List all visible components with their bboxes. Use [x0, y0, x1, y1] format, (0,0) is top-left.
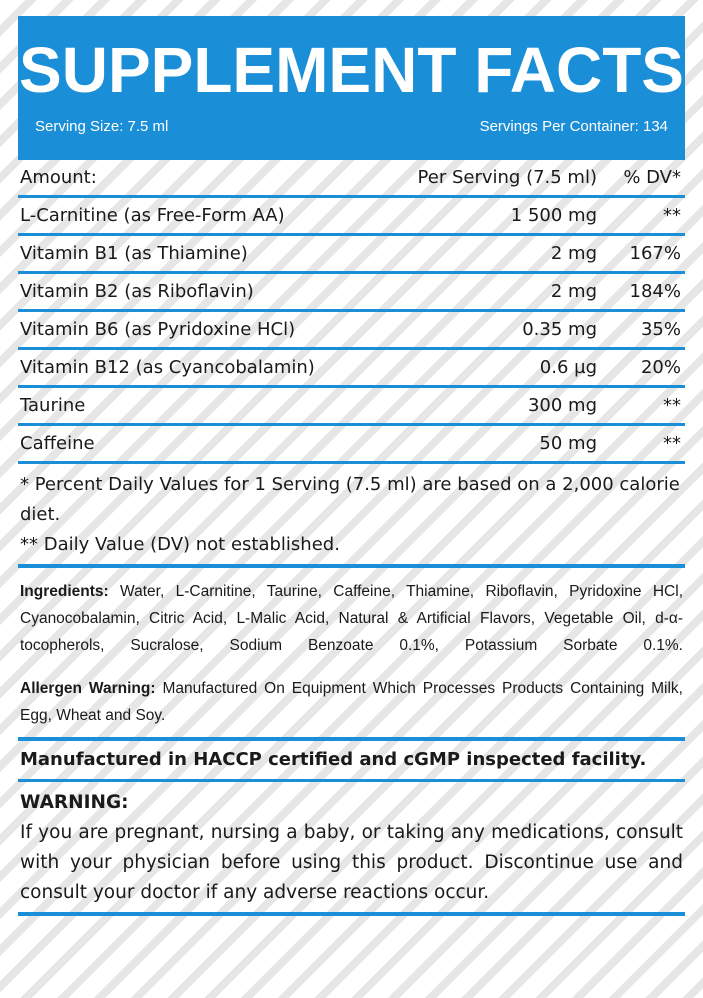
nutrient-name: Caffeine: [20, 433, 95, 454]
allergen-section: Allergen Warning: Manufactured On Equipm…: [18, 659, 685, 737]
allergen-text: Manufactured On Equipment Which Processe…: [20, 680, 683, 724]
section-rule: [18, 737, 685, 741]
servings-per-container: Servings Per Container: 134: [479, 118, 668, 135]
ingredients-label: Ingredients:: [20, 583, 109, 600]
ingredients-text: Water, L-Carnitine, Taurine, Caffeine, T…: [20, 583, 683, 654]
nutrient-amount: 0.35 mg: [522, 319, 597, 340]
table-row: Caffeine 50 mg **: [18, 426, 685, 464]
section-rule: [18, 564, 685, 568]
supplement-facts-panel: SUPPLEMENT FACTS Serving Size: 7.5 ml Se…: [18, 16, 685, 998]
facts-header: SUPPLEMENT FACTS Serving Size: 7.5 ml Se…: [18, 16, 685, 156]
nutrient-amount: 300 mg: [527, 395, 597, 416]
footnotes: * Percent Daily Values for 1 Serving (7.…: [18, 464, 685, 564]
nutrient-name: L-Carnitine (as Free-Form AA): [20, 205, 285, 226]
percent-dv-note: * Percent Daily Values for 1 Serving (7.…: [20, 474, 680, 525]
nutrient-dv: **: [663, 205, 681, 226]
nutrient-dv: **: [663, 395, 681, 416]
nutrient-dv: 20%: [640, 357, 681, 378]
nutrient-dv: 167%: [629, 243, 681, 264]
bottom-rule: [18, 912, 685, 916]
nutrient-name: Vitamin B1 (as Thiamine): [20, 243, 248, 264]
per-serving-heading: Per Serving (7.5 ml): [417, 167, 597, 188]
nutrient-amount: 2 mg: [550, 243, 597, 264]
table-row: L-Carnitine (as Free-Form AA) 1 500 mg *…: [18, 198, 685, 236]
allergen-label: Allergen Warning:: [20, 680, 156, 697]
header-rule: [18, 156, 685, 160]
nutrient-amount: 1 500 mg: [510, 205, 597, 226]
ingredients-section: Ingredients: Water, L-Carnitine, Taurine…: [18, 568, 685, 659]
warning-title: WARNING:: [20, 792, 129, 813]
warning-text: If you are pregnant, nursing a baby, or …: [20, 822, 683, 903]
table-row: Vitamin B1 (as Thiamine) 2 mg 167%: [18, 236, 685, 274]
nutrient-amount: 50 mg: [539, 433, 597, 454]
nutrient-amount: 2 mg: [550, 281, 597, 302]
facts-title: SUPPLEMENT FACTS: [19, 34, 684, 106]
nutrient-name: Vitamin B6 (as Pyridoxine HCl): [20, 319, 296, 340]
amount-heading: Amount:: [20, 167, 97, 188]
warning-section: WARNING: If you are pregnant, nursing a …: [18, 782, 685, 912]
nutrient-name: Vitamin B2 (as Riboflavin): [20, 281, 254, 302]
serving-size: Serving Size: 7.5 ml: [35, 118, 169, 135]
nutrient-name: Vitamin B12 (as Cyancobalamin): [20, 357, 315, 378]
table-row: Vitamin B2 (as Riboflavin) 2 mg 184%: [18, 274, 685, 312]
table-row: Taurine 300 mg **: [18, 388, 685, 426]
nutrient-dv: 35%: [640, 319, 681, 340]
section-rule: [18, 779, 685, 782]
dv-not-established-note: ** Daily Value (DV) not established.: [20, 534, 340, 555]
nutrient-dv: 184%: [629, 281, 681, 302]
table-header-row: Amount: Per Serving (7.5 ml) % DV*: [18, 160, 685, 198]
table-row: Vitamin B6 (as Pyridoxine HCl) 0.35 mg 3…: [18, 312, 685, 350]
nutrient-dv: **: [663, 433, 681, 454]
nutrient-amount: 0.6 µg: [539, 357, 597, 378]
dv-heading: % DV*: [623, 167, 681, 188]
nutrient-name: Taurine: [20, 395, 86, 416]
facility-statement: Manufactured in HACCP certified and cGMP…: [20, 749, 647, 770]
table-row: Vitamin B12 (as Cyancobalamin) 0.6 µg 20…: [18, 350, 685, 388]
